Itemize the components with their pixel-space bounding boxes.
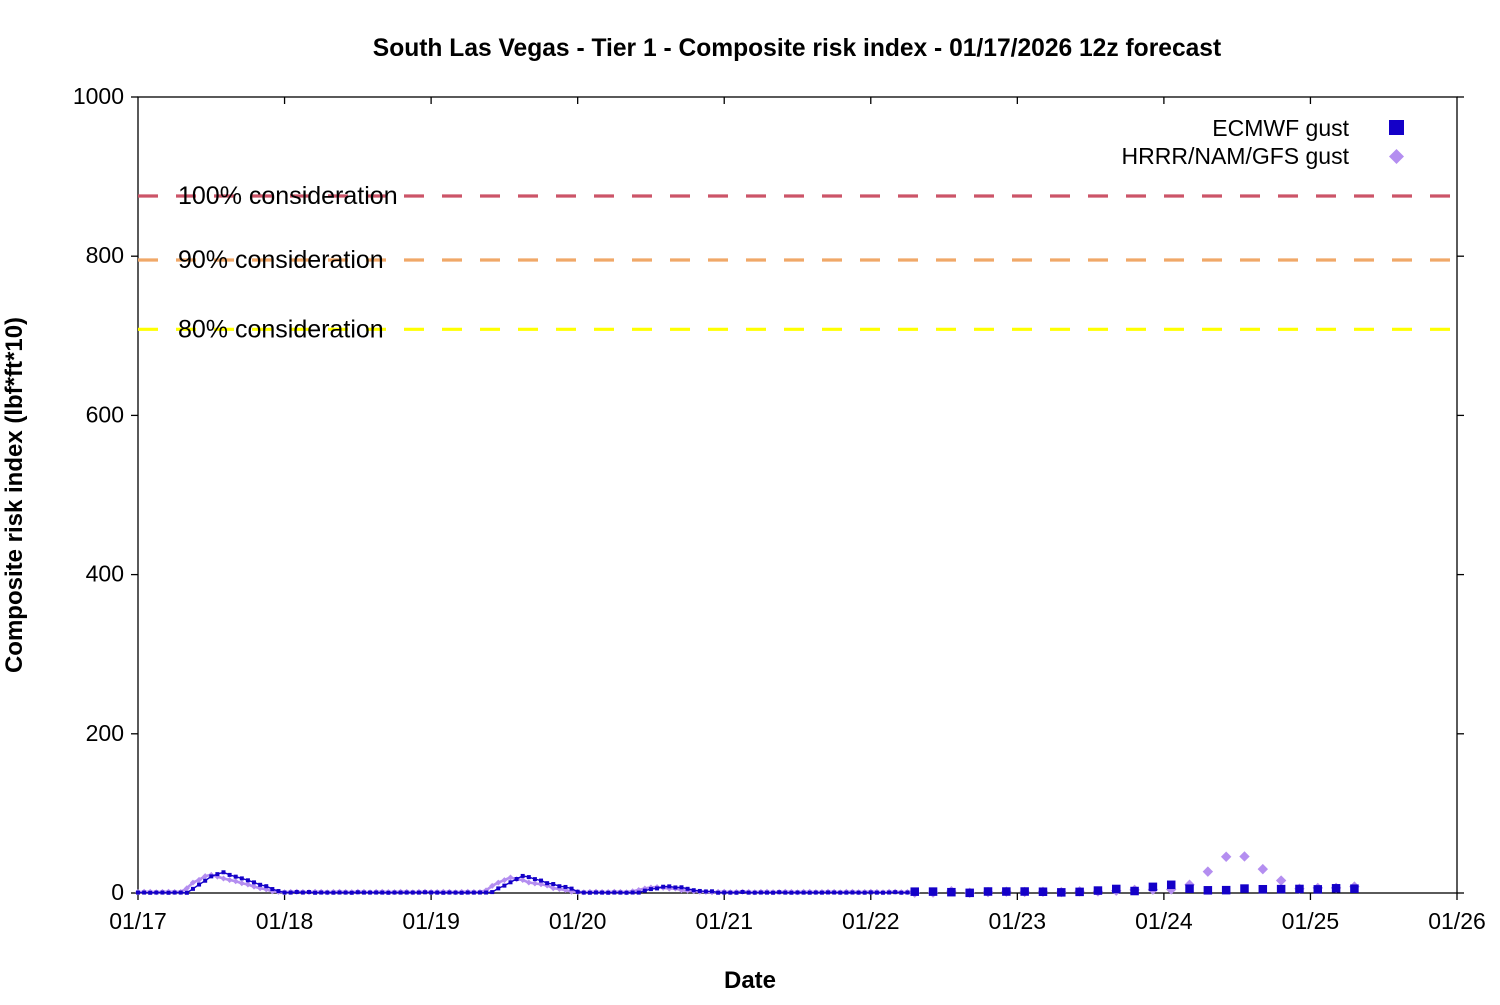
svg-text:ECMWF gust: ECMWF gust: [1212, 115, 1349, 141]
svg-text:01/23: 01/23: [989, 908, 1047, 934]
svg-text:South Las Vegas - Tier 1 - Com: South Las Vegas - Tier 1 - Composite ris…: [373, 35, 1221, 62]
svg-text:01/24: 01/24: [1135, 908, 1193, 934]
svg-text:Composite risk index (lbf*ft*1: Composite risk index (lbf*ft*10): [1, 317, 28, 673]
svg-text:01/21: 01/21: [695, 908, 753, 934]
svg-text:200: 200: [86, 720, 124, 746]
svg-text:1000: 1000: [73, 83, 124, 109]
svg-text:01/19: 01/19: [402, 908, 460, 934]
svg-text:Date: Date: [724, 967, 776, 994]
svg-text:01/18: 01/18: [256, 908, 314, 934]
svg-text:80% consideration: 80% consideration: [178, 315, 384, 343]
svg-text:HRRR/NAM/GFS gust: HRRR/NAM/GFS gust: [1122, 143, 1350, 169]
svg-text:90% consideration: 90% consideration: [178, 246, 384, 274]
svg-text:01/26: 01/26: [1428, 908, 1486, 934]
svg-text:01/25: 01/25: [1282, 908, 1340, 934]
svg-text:01/17: 01/17: [109, 908, 167, 934]
svg-text:400: 400: [86, 561, 124, 587]
svg-text:01/20: 01/20: [549, 908, 607, 934]
svg-text:800: 800: [86, 242, 124, 268]
svg-text:600: 600: [86, 401, 124, 427]
svg-text:0: 0: [111, 879, 124, 905]
svg-text:01/22: 01/22: [842, 908, 900, 934]
svg-text:100% consideration: 100% consideration: [178, 182, 398, 210]
